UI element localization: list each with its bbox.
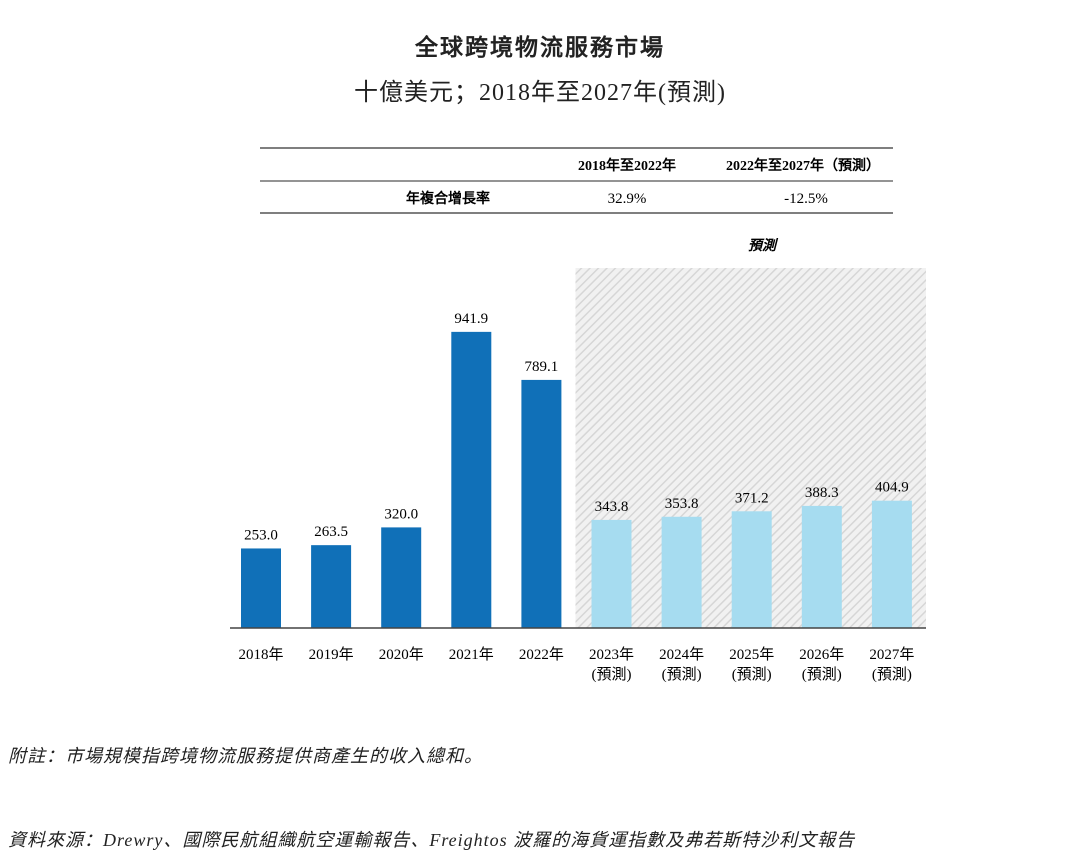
table-cell: 32.9% <box>608 191 647 207</box>
x-tick-sublabel: (預測) <box>592 666 632 683</box>
forecast-label: 預測 <box>748 237 779 254</box>
x-tick-label: 2026年 <box>799 646 844 663</box>
bar <box>871 500 912 628</box>
table-header: 2022年至2027年（預測） <box>726 157 880 174</box>
data-label: 353.8 <box>665 496 699 512</box>
x-tick-label: 2025年 <box>729 646 774 663</box>
chart-subtitle: 十億美元；2018年至2027年(預測) <box>354 80 726 106</box>
x-tick-label: 2021年 <box>449 646 494 663</box>
bar <box>801 505 842 628</box>
bar <box>451 331 492 628</box>
x-tick-label: 2018年 <box>238 646 283 663</box>
bar <box>591 519 632 628</box>
bar <box>381 527 422 628</box>
x-tick-label: 2023年 <box>589 646 634 663</box>
x-tick-label: 2022年 <box>519 646 564 663</box>
chart-title: 全球跨境物流服務市場 <box>415 35 665 61</box>
table-cell: -12.5% <box>784 191 828 207</box>
data-label: 253.0 <box>244 527 278 543</box>
data-label: 404.9 <box>875 480 909 496</box>
x-tick-label: 2020年 <box>379 646 424 663</box>
bar <box>661 516 702 628</box>
bar <box>311 545 352 628</box>
bar <box>241 548 281 628</box>
x-tick-sublabel: (預測) <box>732 666 772 683</box>
x-tick-label: 2019年 <box>309 646 354 663</box>
data-label: 263.5 <box>314 524 348 540</box>
x-tick-label: 2024年 <box>659 646 704 663</box>
cagr-table: 2018年至2022年 2022年至2027年（預測） 年複合增長率 32.9% -12… <box>260 147 893 214</box>
x-tick-sublabel: (預測) <box>662 666 702 683</box>
data-label: 371.2 <box>735 490 769 506</box>
source-note: 資料來源：Drewry、國際民航組織航空運輸報告、Freightos 波羅的海貨… <box>8 830 856 850</box>
data-label: 343.8 <box>595 499 629 515</box>
data-label: 789.1 <box>525 359 559 375</box>
x-tick-sublabel: (預測) <box>872 666 912 683</box>
data-label: 941.9 <box>454 311 488 327</box>
table-header: 2018年至2022年 <box>578 157 676 174</box>
footnote: 附註：市場規模指跨境物流服務提供商產生的收入總和。 <box>8 746 483 766</box>
x-tick-label: 2027年 <box>869 646 914 663</box>
bars: 預測 253.0 2018年 263.5 2019年 320.0 2020年 941.9 202… <box>230 237 926 683</box>
data-label: 388.3 <box>805 485 839 501</box>
table-row-label: 年複合增長率 <box>406 190 490 207</box>
bar <box>521 379 562 628</box>
bar <box>731 511 772 628</box>
x-tick-sublabel: (預測) <box>802 666 842 683</box>
data-label: 320.0 <box>384 506 418 522</box>
